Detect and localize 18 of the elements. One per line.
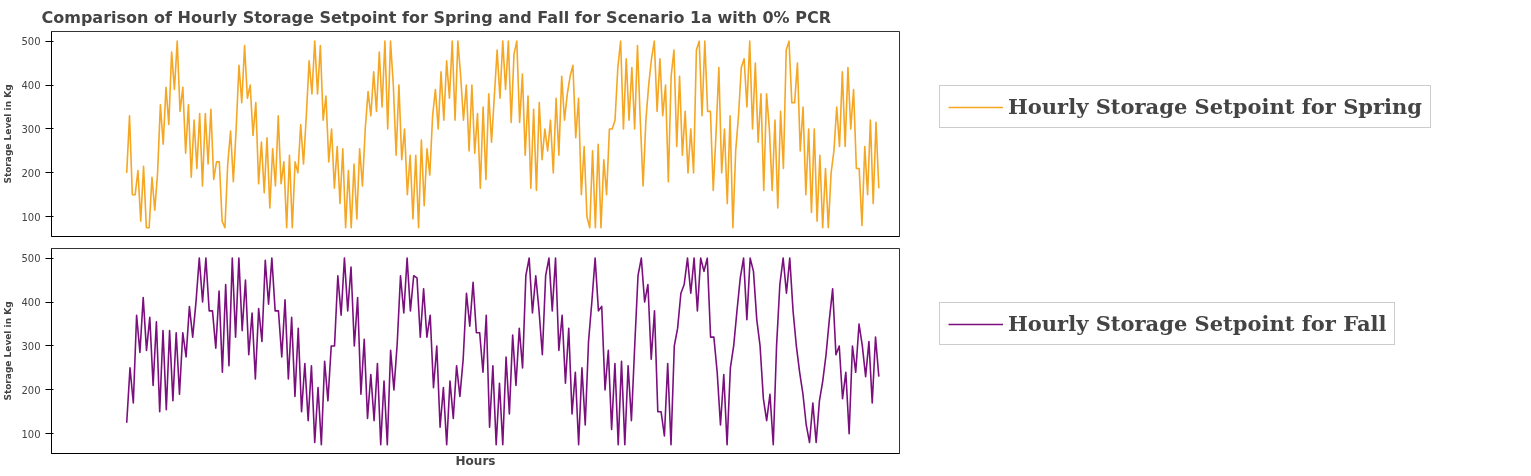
line-series (125, 257, 880, 446)
y-tick-label: 500 (21, 36, 41, 48)
legend-label: Hourly Storage Setpoint for Fall (1008, 311, 1387, 336)
x-axis-title: Hours (455, 453, 496, 468)
y-tick-label: 400 (21, 80, 41, 92)
y-tick-label: 100 (21, 428, 41, 440)
y-axis-title: Storage Level in Kg (3, 84, 14, 184)
y-tick-label: 200 (21, 384, 41, 396)
y-tick-label: 300 (21, 123, 41, 135)
y-tick-label: 100 (21, 211, 41, 223)
chart-title: Comparison of Hourly Storage Setpoint for Spring and Fall for Scenario 1a with 0% PCR (41, 7, 831, 27)
y-tick-label: 500 (21, 253, 41, 265)
y-tick-label: 200 (21, 167, 41, 179)
legend-label: Hourly Storage Setpoint for Spring (1008, 94, 1423, 119)
y-axis-title: Storage Level in Kg (3, 301, 14, 401)
line-series (125, 40, 880, 229)
y-tick-label: 300 (21, 340, 41, 352)
y-tick-label: 400 (21, 297, 41, 309)
